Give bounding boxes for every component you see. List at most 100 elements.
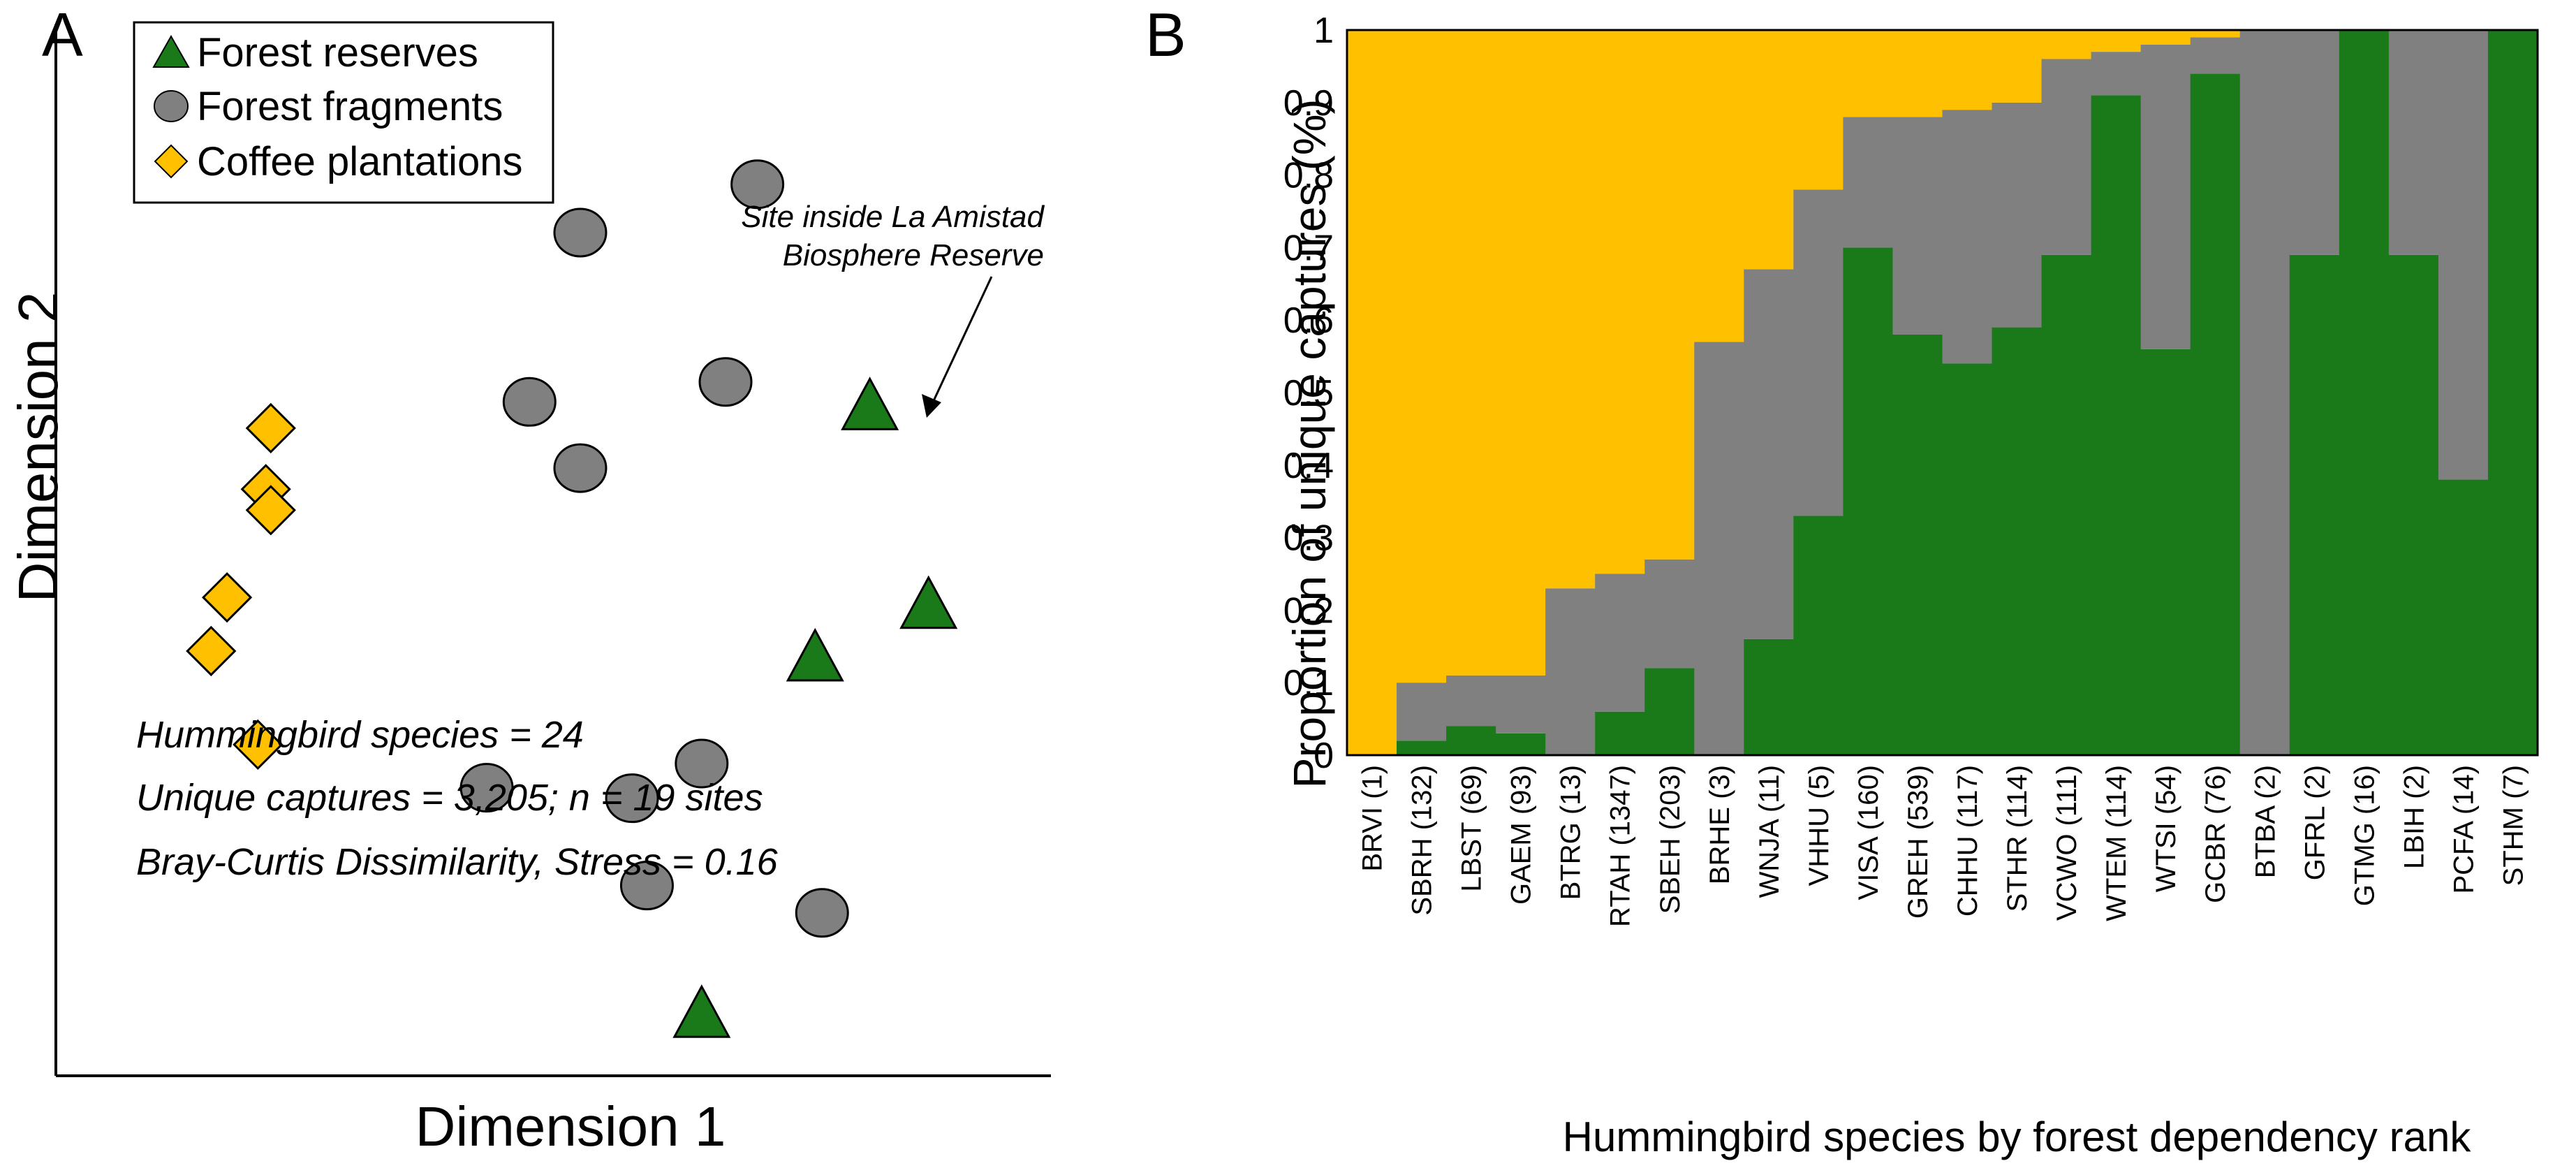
x-tick-label: BTBA (2) [2250, 765, 2281, 878]
bar-1-coffee-plantations [1347, 30, 1397, 755]
point-forest-fragments-8 [675, 738, 729, 789]
legend-diamond-icon [154, 144, 189, 179]
x-tick-label: GCBR (76) [2200, 765, 2231, 903]
bar-8-coffee-plantations [1694, 30, 1744, 342]
x-tick-label: VCWO (111) [2052, 765, 2082, 921]
bar-5-forest-fragments [1545, 588, 1596, 755]
x-tick-label: BRHE (3) [1705, 765, 1735, 884]
bar-22-forest-fragments [2388, 30, 2439, 255]
bar-23-forest-fragments [2438, 30, 2489, 480]
x-tick-label: GTMG (16) [2349, 765, 2380, 906]
bar-14-forest-fragments [1992, 102, 2043, 328]
point-forest-fragments-2 [553, 207, 608, 258]
y-tick-label: 0.7 [1283, 228, 1334, 268]
bar-10-coffee-plantations [1793, 30, 1844, 190]
bar-4-forest-fragments [1496, 675, 1546, 733]
bar-12-coffee-plantations [1892, 30, 1943, 117]
bar-2-coffee-plantations [1397, 30, 1447, 683]
point-coffee-plantations-6 [233, 719, 284, 771]
bar-16-forest-reserves [2091, 95, 2142, 756]
bar-16-coffee-plantations [2091, 30, 2142, 52]
bar-4-coffee-plantations [1496, 30, 1546, 676]
bar-9-forest-fragments [1744, 269, 1794, 639]
point-forest-fragments-7 [605, 773, 659, 824]
bar-9-coffee-plantations [1744, 30, 1794, 270]
info-line-dissimilarity: Bray-Curtis Dissimilarity, Stress = 0.16 [136, 841, 779, 883]
bar-20-forest-fragments [2289, 30, 2340, 255]
x-tick-label: WTEM (114) [2101, 765, 2132, 921]
panel-a-label: A [42, 0, 83, 69]
bar-6-coffee-plantations [1595, 30, 1645, 574]
bar-18-coffee-plantations [2190, 30, 2241, 38]
bar-18-forest-reserves [2190, 73, 2241, 755]
bar-11-coffee-plantations [1843, 30, 1894, 117]
legend-triangle-icon [152, 34, 190, 68]
panel-a-y-axis-label: Dimension 2 [7, 292, 69, 603]
y-tick-label: 0.5 [1283, 373, 1334, 414]
point-forest-fragments-10 [795, 888, 849, 938]
bar-9-forest-reserves [1744, 638, 1794, 755]
x-tick-label: CHHU (117) [1952, 765, 1983, 917]
bar-4-forest-reserves [1496, 733, 1546, 755]
bar-2-forest-reserves [1397, 740, 1447, 755]
y-tick-label: 0.8 [1283, 156, 1334, 196]
y-tick-label: 1 [1313, 10, 1334, 51]
point-coffee-plantations-1 [245, 402, 296, 454]
bar-20-forest-reserves [2289, 254, 2340, 755]
bar-7-coffee-plantations [1644, 30, 1695, 560]
y-tick-label: 0.4 [1283, 446, 1334, 486]
info-line-species: Hummingbird species = 24 [136, 714, 584, 756]
annotation-line-1: Site inside La Amistad [741, 200, 1045, 234]
bar-19-forest-fragments [2239, 30, 2290, 755]
scatter-points [186, 159, 958, 1038]
bar-17-forest-fragments [2140, 44, 2191, 349]
bar-14-forest-reserves [1992, 327, 2043, 756]
x-tick-label: WTSI (54) [2151, 765, 2181, 892]
panel-b-x-axis-label: Hummingbird species by forest dependency… [1563, 1114, 2472, 1160]
bar-10-forest-reserves [1793, 516, 1844, 755]
bar-2-forest-fragments [1397, 682, 1447, 741]
stacked-bars [1347, 30, 2538, 756]
x-tick-label: VHHU (5) [1804, 765, 1834, 886]
x-tick-label: PCFA (14) [2448, 765, 2479, 894]
annotation-line-2: Biosphere Reserve [783, 238, 1044, 272]
legend-label-reserves: Forest reserves [197, 30, 478, 75]
panel-b-label: B [1145, 0, 1186, 69]
bar-16-forest-fragments [2091, 52, 2142, 96]
x-tick-label: GAEM (93) [1506, 765, 1537, 905]
point-forest-reserves-4 [672, 984, 731, 1038]
bar-15-forest-fragments [2041, 59, 2092, 255]
x-tick-label: BRVI (1) [1357, 765, 1388, 872]
y-tick-label: 0 [1313, 736, 1334, 776]
bar-6-forest-fragments [1595, 574, 1645, 712]
bar-22-forest-reserves [2388, 254, 2439, 755]
bar-12-forest-fragments [1892, 117, 1943, 335]
point-forest-fragments-6 [459, 763, 514, 813]
point-forest-fragments-4 [502, 377, 557, 427]
point-forest-reserves-1 [841, 377, 899, 430]
bar-11-forest-fragments [1843, 117, 1894, 248]
bar-7-forest-fragments [1644, 559, 1695, 669]
bar-23-forest-reserves [2438, 479, 2489, 755]
bar-13-coffee-plantations [1942, 30, 1993, 110]
x-tick-label: VISA (160) [1853, 765, 1884, 900]
bar-18-forest-fragments [2190, 37, 2241, 74]
panel-b: B Proportion of unique captures (%) Humm… [1145, 0, 2539, 1160]
bar-17-coffee-plantations [2140, 30, 2191, 45]
info-line-captures: Unique captures = 3,205; n = 19 sites [136, 777, 763, 819]
point-coffee-plantations-4 [201, 572, 253, 623]
point-forest-fragments-9 [619, 861, 674, 911]
annotation-arrowhead-icon [922, 394, 941, 418]
legend-label-fragments: Forest fragments [197, 84, 503, 129]
bar-3-forest-reserves [1446, 726, 1496, 755]
bar-8-forest-fragments [1694, 342, 1744, 756]
x-tick-label: LBST (69) [1457, 765, 1487, 892]
point-coffee-plantations-5 [186, 625, 237, 677]
y-tick-label: 0.1 [1283, 663, 1334, 703]
bar-7-forest-reserves [1644, 668, 1695, 755]
x-tick-label: SBRH (132) [1407, 765, 1438, 916]
bar-5-coffee-plantations [1545, 30, 1596, 589]
panel-a-x-axis-label: Dimension 1 [415, 1095, 726, 1158]
legend-label-coffee: Coffee plantations [197, 139, 523, 184]
